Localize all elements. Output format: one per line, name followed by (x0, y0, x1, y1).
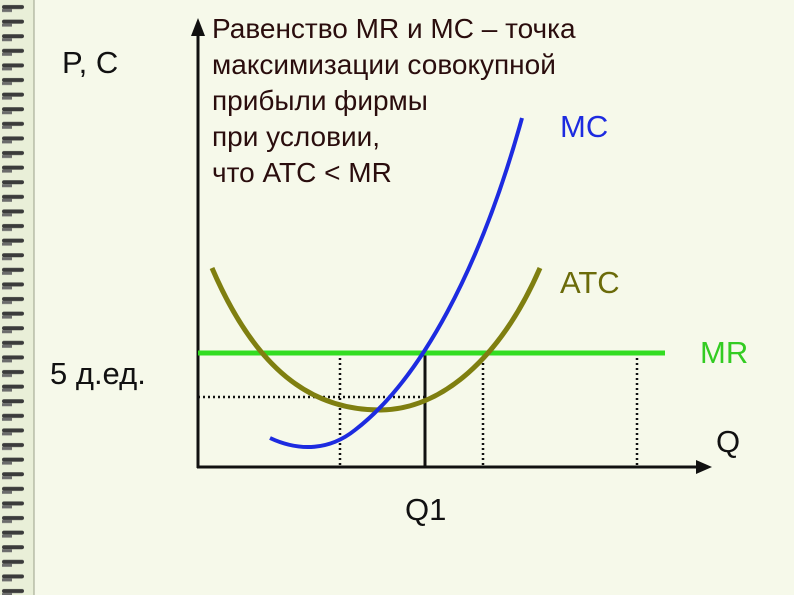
spiral-binding (0, 0, 34, 595)
mr-label: MR (700, 335, 748, 370)
mc-curve (269, 117, 524, 449)
y-axis-label: P, C (62, 45, 118, 80)
price-label: 5 д.ед. (50, 356, 146, 391)
x-axis-arrow (696, 460, 712, 474)
q1-label: Q1 (405, 492, 446, 527)
mc-label: MC (560, 109, 608, 144)
title-line: прибыли фирмы (212, 85, 428, 116)
title-line: максимизации совокупной (212, 49, 556, 80)
title-line: что ATC < MR (212, 157, 392, 188)
title-line: при условии, (212, 121, 380, 152)
title: Равенство MR и MC – точка максимизации со… (212, 13, 576, 188)
x-axis-label: Q (716, 424, 740, 459)
title-line: Равенство MR и MC – точка (212, 13, 576, 44)
y-axis-arrow (191, 18, 205, 36)
atc-label: ATC (560, 265, 620, 300)
